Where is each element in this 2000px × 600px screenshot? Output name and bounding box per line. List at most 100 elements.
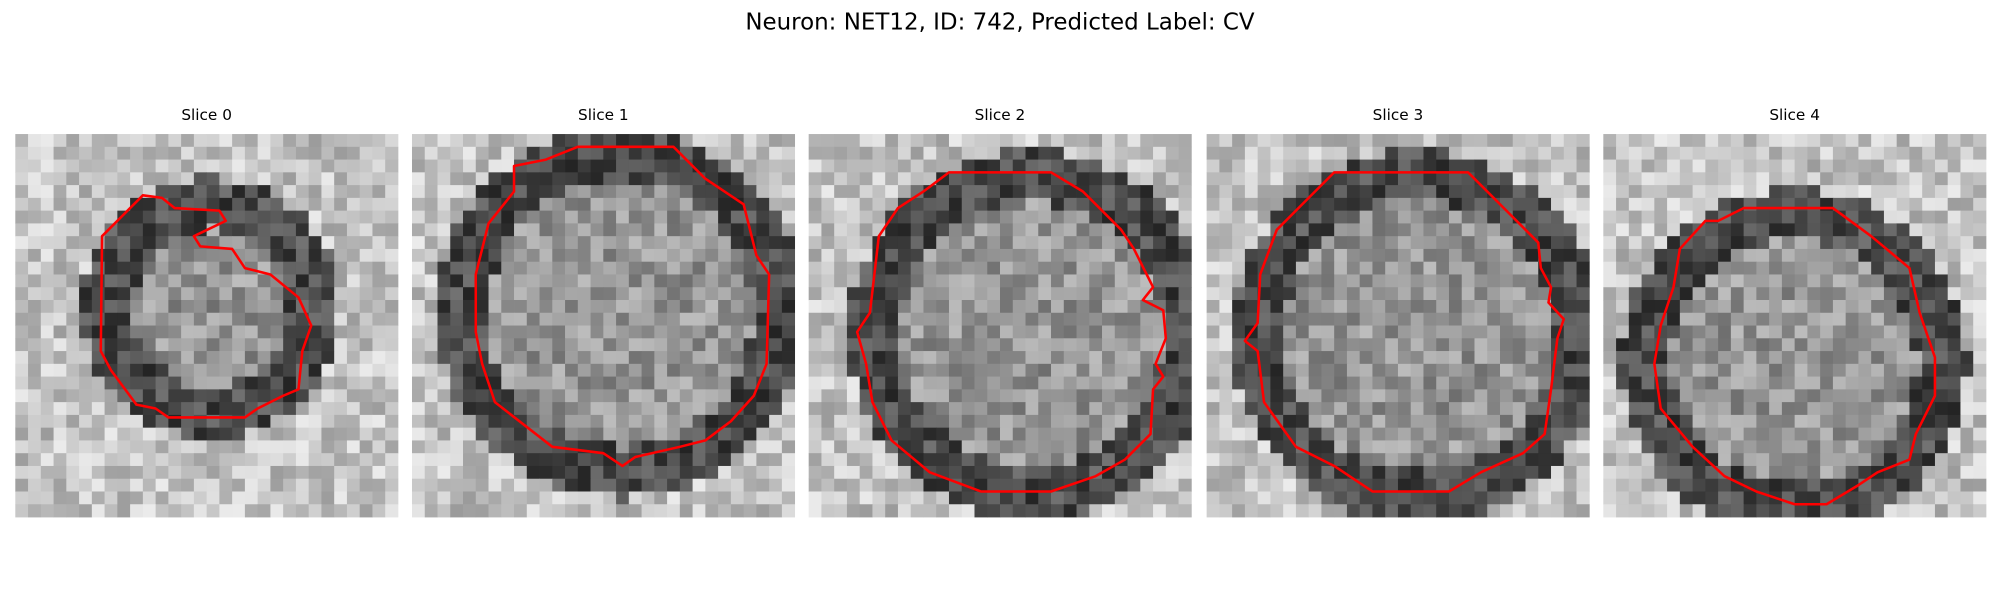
pixel bbox=[1232, 325, 1246, 339]
pixel bbox=[1270, 351, 1284, 365]
pixel bbox=[539, 338, 553, 352]
pixel bbox=[359, 287, 373, 301]
pixel bbox=[1089, 351, 1103, 365]
pixel bbox=[1076, 312, 1090, 326]
pixel bbox=[1474, 159, 1488, 173]
pixel bbox=[628, 504, 642, 518]
pixel bbox=[654, 197, 668, 212]
pixel bbox=[15, 197, 29, 212]
pixel bbox=[1165, 440, 1179, 454]
pixel bbox=[1628, 274, 1642, 288]
pixel bbox=[577, 185, 591, 199]
pixel bbox=[1743, 261, 1757, 275]
pixel bbox=[1820, 134, 1834, 148]
pixel bbox=[705, 338, 719, 352]
pixel bbox=[359, 223, 373, 237]
pixel bbox=[1845, 440, 1859, 454]
pixel bbox=[244, 504, 259, 518]
pixel bbox=[514, 261, 528, 275]
pixel bbox=[1820, 453, 1834, 467]
pixel bbox=[1346, 440, 1361, 454]
pixel bbox=[1641, 363, 1655, 377]
pixel bbox=[1076, 261, 1090, 275]
pixel bbox=[679, 338, 693, 352]
pixel bbox=[1576, 351, 1590, 365]
pixel bbox=[1769, 312, 1783, 326]
pixel bbox=[987, 491, 1001, 505]
pixel bbox=[219, 287, 233, 301]
pixel bbox=[679, 312, 693, 326]
pixel bbox=[1295, 402, 1310, 416]
pixel bbox=[628, 300, 642, 314]
pixel bbox=[1551, 478, 1565, 492]
pixel bbox=[948, 172, 963, 186]
pixel bbox=[961, 197, 975, 212]
pixel bbox=[232, 197, 246, 212]
pixel bbox=[923, 223, 937, 237]
pixel bbox=[1102, 427, 1116, 441]
pixel bbox=[1165, 491, 1179, 505]
pixel bbox=[1845, 376, 1859, 390]
pixel bbox=[1730, 172, 1745, 186]
pixel bbox=[923, 338, 937, 352]
pixel bbox=[1474, 236, 1488, 250]
pixel bbox=[1922, 146, 1936, 160]
pixel bbox=[1551, 261, 1565, 275]
pixel bbox=[1372, 197, 1386, 212]
pixel bbox=[1244, 197, 1259, 212]
pixel bbox=[846, 414, 861, 429]
pixel bbox=[769, 146, 783, 160]
pixel bbox=[1114, 465, 1128, 480]
pixel bbox=[872, 338, 886, 352]
pixel bbox=[1500, 159, 1514, 173]
pixel bbox=[1922, 185, 1936, 199]
pixel bbox=[283, 248, 297, 263]
pixel bbox=[1654, 504, 1668, 518]
pixel bbox=[488, 414, 502, 429]
pixel bbox=[1563, 159, 1577, 173]
pixel bbox=[641, 197, 655, 212]
pixel bbox=[1934, 261, 1949, 275]
pixel bbox=[1423, 134, 1437, 148]
pixel bbox=[539, 223, 553, 237]
pixel bbox=[1820, 414, 1834, 429]
pixel bbox=[756, 402, 770, 416]
pixel bbox=[1089, 274, 1103, 288]
pixel bbox=[1525, 248, 1539, 263]
pixel bbox=[181, 159, 195, 173]
pixel bbox=[539, 402, 553, 416]
pixel bbox=[257, 351, 271, 365]
pixel bbox=[1283, 185, 1297, 199]
pixel bbox=[117, 248, 131, 263]
pixel bbox=[1448, 172, 1463, 186]
pixel bbox=[514, 287, 528, 301]
pixel bbox=[283, 427, 297, 441]
pixel bbox=[463, 146, 477, 160]
pixel bbox=[1000, 402, 1014, 416]
pixel bbox=[1934, 465, 1949, 480]
pixel bbox=[1769, 325, 1783, 339]
pixel bbox=[130, 134, 144, 148]
pixel bbox=[577, 376, 591, 390]
pixel bbox=[577, 402, 591, 416]
pixel bbox=[1038, 159, 1052, 173]
pixel bbox=[40, 325, 54, 339]
pixel bbox=[79, 236, 93, 250]
pixel bbox=[1730, 453, 1745, 467]
pixel bbox=[1576, 414, 1590, 429]
pixel bbox=[450, 338, 464, 352]
pixel bbox=[270, 185, 284, 199]
pixel bbox=[168, 210, 182, 224]
pixel bbox=[1563, 465, 1577, 480]
pixel bbox=[359, 261, 373, 275]
pixel bbox=[1165, 134, 1179, 148]
pixel bbox=[1794, 172, 1808, 186]
pixel bbox=[1270, 300, 1284, 314]
pixel bbox=[1270, 465, 1284, 480]
pixel bbox=[654, 236, 668, 250]
pixel bbox=[1973, 185, 1987, 199]
pixel bbox=[1165, 376, 1179, 390]
pixel bbox=[79, 197, 93, 212]
pixel bbox=[1909, 159, 1923, 173]
pixel bbox=[270, 465, 284, 480]
